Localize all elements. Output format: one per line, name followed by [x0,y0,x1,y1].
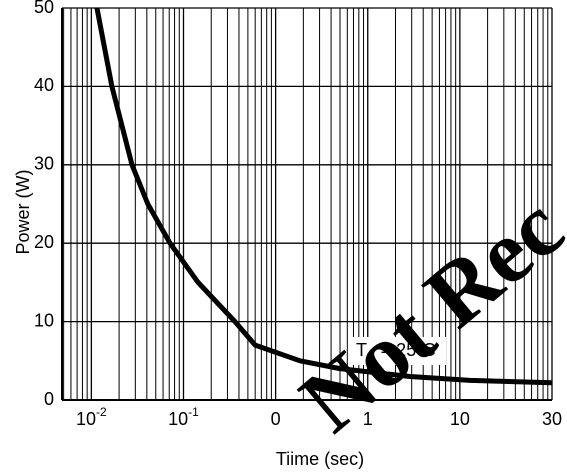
annotation-text: T [356,340,367,360]
y-tick-label: 30 [34,154,54,174]
x-tick-exponent: -1 [188,405,199,419]
y-tick-label: 50 [34,0,54,17]
x-tick-text: 0 [271,409,281,429]
x-tick-text: 10 [450,409,470,429]
y-tick-label: 0 [44,389,54,409]
x-tick-exponent: -2 [96,405,107,419]
annotation-box [350,337,446,365]
x-tick-label: 1 [363,409,373,429]
y-tick-label: 40 [34,75,54,95]
x-tick-label: 0 [271,409,281,429]
x-axis-label: Tiime (sec) [276,449,364,469]
x-tick-label: 30 [542,409,562,429]
line [94,7,552,386]
annotation: TA = 25ºC [356,340,436,363]
x-tick-label: 10-1 [168,405,199,429]
x-tick-text: 1 [363,409,373,429]
y-tick-label: 20 [34,232,54,252]
annotation-subscript: A [367,347,376,362]
x-tick-text: 30 [542,409,562,429]
x-tick-label: 10 [450,409,470,429]
x-tick-label: 10-2 [76,405,107,429]
y-axis-label: Power (W) [13,170,33,255]
annotation-suffix: = 25ºC [376,340,436,360]
y-tick-label: 10 [34,310,54,330]
x-tick-text: 10 [76,409,96,429]
grid [62,7,553,401]
x-tick-text: 10 [168,409,188,429]
